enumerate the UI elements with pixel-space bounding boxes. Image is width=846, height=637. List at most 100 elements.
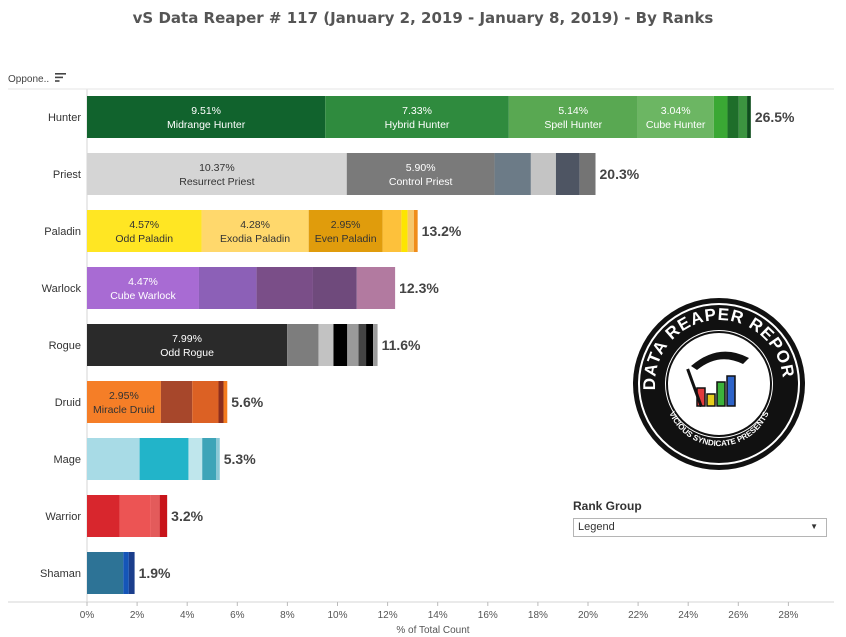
rank-group-dropdown[interactable]: Legend ▼ — [573, 518, 827, 537]
bar-segment-priest-3[interactable] — [494, 153, 531, 195]
bar-segment-hunter-5[interactable] — [713, 96, 728, 138]
bar-segment-warlock-4[interactable] — [312, 267, 357, 309]
x-tick-label: 2% — [130, 610, 145, 621]
bar-segment-paladin-7[interactable] — [413, 210, 418, 252]
x-tick-label: 0% — [80, 610, 95, 621]
bar-segment-rogue-6[interactable] — [358, 324, 367, 366]
x-tick-label: 24% — [678, 610, 698, 621]
total-label-mage: 5.3% — [224, 451, 256, 467]
bar-segment-shaman-3[interactable] — [128, 552, 135, 594]
column-header[interactable]: Oppone.. — [8, 73, 67, 85]
total-label-priest: 20.3% — [600, 166, 640, 182]
total-label-shaman: 1.9% — [139, 565, 171, 581]
bar-segment-hunter-8[interactable] — [747, 96, 751, 138]
segment-name-label: Exodia Paladin — [220, 233, 290, 245]
segment-name-label: Cube Hunter — [646, 119, 706, 131]
bar-segment-mage-2[interactable] — [139, 438, 189, 480]
bar-segment-priest-6[interactable] — [579, 153, 596, 195]
rank-group-filter: Rank Group Legend ▼ — [573, 499, 829, 537]
x-tick-label: 6% — [230, 610, 245, 621]
bar-segment-paladin-6[interactable] — [407, 210, 414, 252]
x-tick-label: 16% — [478, 610, 498, 621]
x-tick-label: 12% — [378, 610, 398, 621]
segment-name-label: Even Paladin — [315, 233, 377, 245]
segment-value-label: 2.95% — [109, 390, 139, 402]
segment-name-label: Spell Hunter — [544, 119, 602, 131]
bar-segment-hunter-2[interactable] — [325, 96, 509, 138]
total-label-paladin: 13.2% — [422, 223, 462, 239]
bar-segment-priest-2[interactable] — [346, 153, 495, 195]
segment-name-label: Control Priest — [389, 176, 453, 188]
x-tick-label: 14% — [428, 610, 448, 621]
bar-segment-rogue-1[interactable] — [87, 324, 288, 366]
category-label-shaman: Shaman — [40, 568, 81, 580]
bar-segment-shaman-2[interactable] — [123, 552, 129, 594]
bar-segment-warrior-1[interactable] — [87, 495, 120, 537]
segment-value-label: 5.14% — [558, 105, 588, 117]
bar-segment-rogue-8[interactable] — [373, 324, 378, 366]
bar-segment-priest-1[interactable] — [87, 153, 347, 195]
total-label-rogue: 11.6% — [382, 337, 421, 353]
segment-name-label: Cube Warlock — [110, 290, 176, 302]
segment-value-label: 7.33% — [402, 105, 432, 117]
category-label-druid: Druid — [55, 397, 81, 409]
bar-segment-warlock-1[interactable] — [87, 267, 199, 309]
segment-value-label: 4.28% — [240, 219, 270, 231]
bar-segment-warrior-2[interactable] — [119, 495, 151, 537]
x-tick-label: 22% — [628, 610, 648, 621]
bar-segment-priest-4[interactable] — [530, 153, 556, 195]
column-header-label: Oppone.. — [8, 74, 50, 85]
total-label-warlock: 12.3% — [399, 280, 439, 296]
page-title: vS Data Reaper # 117 (January 2, 2019 - … — [132, 9, 714, 27]
x-axis-title: % of Total Count — [396, 625, 469, 636]
bar-segment-warrior-4[interactable] — [159, 495, 168, 537]
category-label-paladin: Paladin — [44, 226, 81, 238]
segment-value-label: 7.99% — [172, 333, 202, 345]
bar-segment-warlock-2[interactable] — [198, 267, 257, 309]
x-tick-label: 20% — [578, 610, 598, 621]
bar-segment-mage-4[interactable] — [202, 438, 217, 480]
bar-segment-hunter-1[interactable] — [87, 96, 326, 138]
bar-segment-rogue-4[interactable] — [333, 324, 348, 366]
bar-segment-hunter-7[interactable] — [738, 96, 748, 138]
x-tick-label: 10% — [327, 610, 347, 621]
bar-segment-druid-5[interactable] — [223, 381, 228, 423]
bar-segment-mage-1[interactable] — [87, 438, 140, 480]
x-tick-label: 28% — [778, 610, 798, 621]
bar-segment-rogue-5[interactable] — [347, 324, 359, 366]
bar-segment-hunter-6[interactable] — [727, 96, 739, 138]
segment-value-label: 5.90% — [406, 162, 436, 174]
bar-segment-rogue-2[interactable] — [287, 324, 319, 366]
sort-descending-icon[interactable] — [54, 73, 67, 83]
bar-segment-paladin-4[interactable] — [382, 210, 402, 252]
bar-segment-warrior-3[interactable] — [150, 495, 160, 537]
segment-name-label: Resurrect Priest — [179, 176, 254, 188]
segment-name-label: Odd Paladin — [115, 233, 173, 245]
bar-segment-rogue-3[interactable] — [318, 324, 334, 366]
category-label-priest: Priest — [53, 169, 81, 181]
bar-segment-paladin-1[interactable] — [87, 210, 202, 252]
bar-segment-paladin-5[interactable] — [401, 210, 408, 252]
bar-segment-hunter-4[interactable] — [637, 96, 714, 138]
bar-segment-mage-5[interactable] — [216, 438, 220, 480]
rank-group-selected-value: Legend — [578, 521, 615, 533]
bar-segment-druid-2[interactable] — [160, 381, 193, 423]
bar-segment-warlock-5[interactable] — [356, 267, 396, 309]
rank-group-title: Rank Group — [573, 499, 642, 513]
category-label-hunter: Hunter — [48, 112, 81, 124]
bar-segment-paladin-3[interactable] — [308, 210, 383, 252]
bar-segment-mage-3[interactable] — [188, 438, 203, 480]
bar-segment-priest-5[interactable] — [555, 153, 580, 195]
bar-segment-paladin-2[interactable] — [201, 210, 309, 252]
chevron-down-icon[interactable]: ▼ — [810, 522, 818, 531]
bar-segment-hunter-3[interactable] — [508, 96, 638, 138]
bar-segment-druid-1[interactable] — [87, 381, 161, 423]
bar-segment-warlock-3[interactable] — [256, 267, 313, 309]
segment-name-label: Odd Rogue — [160, 347, 214, 359]
x-tick-label: 18% — [528, 610, 548, 621]
bar-segment-druid-3[interactable] — [192, 381, 219, 423]
bar-segment-druid-4[interactable] — [218, 381, 224, 423]
bar-segment-rogue-7[interactable] — [366, 324, 374, 366]
bar-segment-shaman-1[interactable] — [87, 552, 124, 594]
